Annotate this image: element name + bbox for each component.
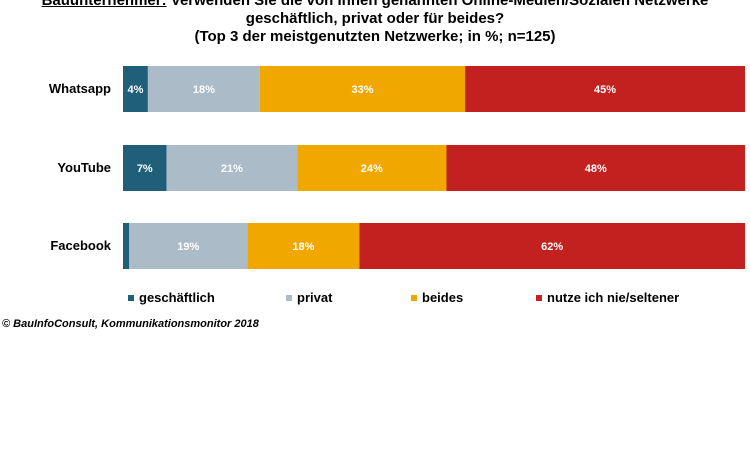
bar-segment-youtube-1 bbox=[166, 145, 298, 191]
bar-segment-whatsapp-1 bbox=[147, 66, 260, 112]
data-label-facebook-2: 18% bbox=[292, 241, 314, 253]
category-label-youtube: YouTube bbox=[57, 160, 111, 175]
bar-segment-facebook-1 bbox=[129, 223, 248, 269]
data-label-youtube-2: 24% bbox=[361, 163, 383, 175]
data-label-whatsapp-2: 33% bbox=[351, 84, 373, 96]
data-label-facebook-3: 62% bbox=[541, 241, 563, 253]
data-label-whatsapp-0: 4% bbox=[127, 84, 143, 96]
chart-title-line2: geschäftlich, privat oder für beides? bbox=[245, 10, 505, 27]
bar-segment-facebook-0 bbox=[123, 223, 130, 269]
chart-title-lead: Bauunternehmer: bbox=[41, 0, 167, 9]
legend-label: beides bbox=[422, 290, 464, 305]
legend-item-1: privat bbox=[286, 290, 332, 305]
data-label-facebook-1: 19% bbox=[177, 241, 199, 253]
legend-swatch bbox=[128, 294, 134, 301]
legend-label: nutze ich nie/seltener bbox=[547, 290, 680, 305]
bar-segment-youtube-0 bbox=[123, 145, 167, 191]
chart-title: Bauunternehmer: Verwenden Sie die von Ih… bbox=[0, 0, 750, 46]
legend-label: privat bbox=[297, 290, 333, 305]
bar-segment-youtube-2 bbox=[297, 145, 447, 191]
chart-subtitle: (Top 3 der meistgenutzten Netzwerke; in … bbox=[194, 28, 556, 45]
legend-item-0: geschäftlich bbox=[128, 290, 215, 305]
legend-swatch bbox=[411, 294, 417, 301]
chart-legend: geschäftlich privat beides nutze ich nie/se… bbox=[128, 290, 748, 308]
chart-title-line1: Bauunternehmer: Verwenden Sie die von Ih… bbox=[0, 0, 750, 10]
legend-item-3: nutze ich nie/seltener bbox=[536, 290, 679, 305]
data-label-whatsapp-3: 45% bbox=[594, 84, 616, 96]
data-label-youtube-1: 21% bbox=[221, 163, 243, 175]
legend-swatch bbox=[536, 294, 542, 301]
legend-label: geschäftlich bbox=[139, 290, 215, 305]
bar-segment-whatsapp-3 bbox=[465, 66, 745, 112]
legend-swatch bbox=[286, 294, 292, 301]
bar-segment-facebook-3 bbox=[359, 223, 745, 269]
bar-segment-whatsapp-2 bbox=[259, 66, 466, 112]
data-label-youtube-0: 7% bbox=[137, 163, 153, 175]
legend-item-2: beides bbox=[411, 290, 463, 305]
chart-title-text: Verwenden Sie die von Ihnen genannten On… bbox=[170, 0, 709, 9]
category-label-facebook: Facebook bbox=[50, 238, 111, 253]
category-label-whatsapp: Whatsapp bbox=[49, 81, 111, 96]
bar-segment-facebook-2 bbox=[247, 223, 360, 269]
bar-segment-youtube-3 bbox=[446, 145, 745, 191]
bar-segment-whatsapp-0 bbox=[123, 66, 148, 112]
stacked-bar-chart: Whatsapp 4% 18% 33% 45% YouTube 7% 21% 24% 48% Fac… bbox=[49, 66, 745, 269]
source-note: © BauInfoConsult, Kommunikationsmonitor … bbox=[2, 318, 259, 330]
data-label-whatsapp-1: 18% bbox=[193, 84, 215, 96]
data-label-youtube-3: 48% bbox=[585, 163, 607, 175]
